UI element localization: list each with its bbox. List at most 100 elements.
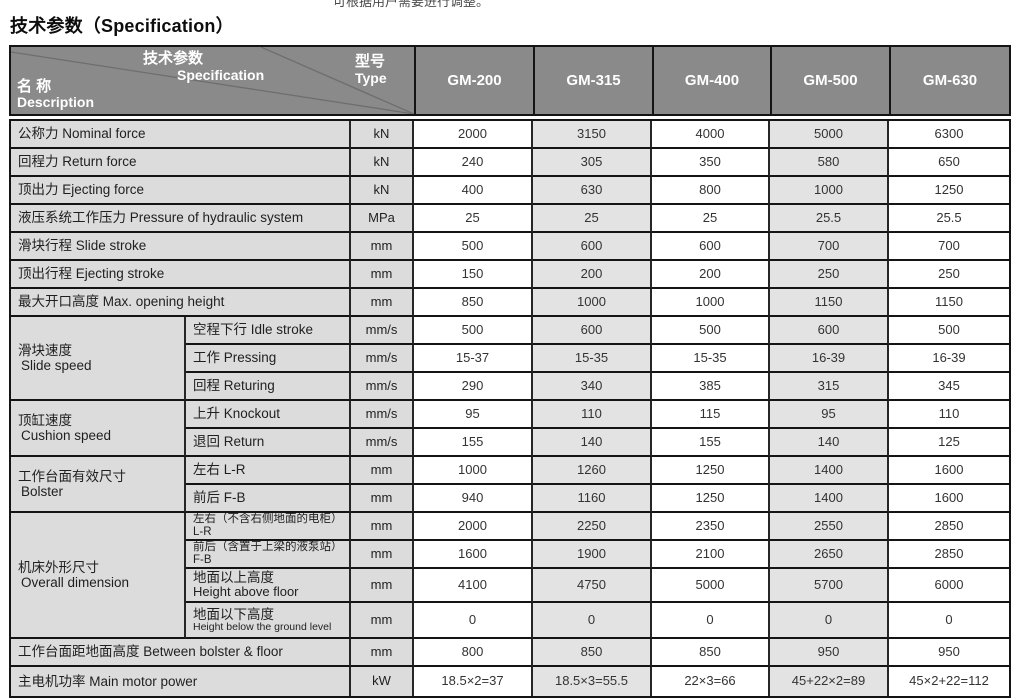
value-cell: 6300: [889, 121, 1009, 149]
row-label: 回程 Returing: [186, 373, 351, 401]
unit-cell: kN: [351, 121, 414, 149]
unit-cell: mm: [351, 569, 414, 603]
value-cell: 700: [770, 233, 889, 261]
value-cell: 18.5×2=37: [414, 667, 533, 696]
value-cell: 0: [652, 603, 770, 639]
row-label: 主电机功率 Main motor power: [11, 667, 351, 696]
unit-cell: mm: [351, 639, 414, 667]
model-header-cell: GM-400: [652, 47, 770, 114]
value-cell: 0: [414, 603, 533, 639]
unit-cell: mm: [351, 485, 414, 513]
value-cell: 500: [414, 317, 533, 345]
value-cell: 950: [889, 639, 1009, 667]
value-cell: 6000: [889, 569, 1009, 603]
row-label: 工作台面距地面高度 Between bolster & floor: [11, 639, 351, 667]
value-cell: 250: [770, 261, 889, 289]
value-cell: 850: [414, 289, 533, 317]
value-cell: 45×2+22=112: [889, 667, 1009, 696]
value-cell: 15-35: [533, 345, 652, 373]
value-cell: 125: [889, 429, 1009, 457]
value-cell: 700: [889, 233, 1009, 261]
spec-table: 技术参数 Specification 型号 Type 名 称 Descripti…: [9, 45, 1011, 698]
value-cell: 200: [533, 261, 652, 289]
value-cell: 5000: [652, 569, 770, 603]
value-cell: 2000: [414, 513, 533, 541]
value-cell: 5700: [770, 569, 889, 603]
value-cell: 385: [652, 373, 770, 401]
unit-cell: mm: [351, 261, 414, 289]
value-cell: 340: [533, 373, 652, 401]
clipped-top-text: 可根据用户需要进行调整。: [333, 0, 490, 9]
type-label-en: Type: [355, 69, 387, 86]
unit-cell: mm: [351, 457, 414, 485]
value-cell: 25.5: [889, 205, 1009, 233]
value-cell: 1260: [533, 457, 652, 485]
row-label: 空程下行 Idle stroke: [186, 317, 351, 345]
unit-cell: MPa: [351, 205, 414, 233]
group-label: 工作台面有效尺寸 Bolster: [11, 457, 186, 513]
model-header-cell: GM-630: [889, 47, 1009, 114]
value-cell: 150: [414, 261, 533, 289]
value-cell: 315: [770, 373, 889, 401]
value-cell: 2100: [652, 541, 770, 569]
value-cell: 95: [770, 401, 889, 429]
value-cell: 500: [652, 317, 770, 345]
value-cell: 600: [533, 317, 652, 345]
value-cell: 155: [414, 429, 533, 457]
value-cell: 4100: [414, 569, 533, 603]
row-label: 地面以上高度 Height above floor: [186, 569, 351, 603]
value-cell: 155: [652, 429, 770, 457]
value-cell: 110: [889, 401, 1009, 429]
value-cell: 250: [889, 261, 1009, 289]
unit-cell: mm: [351, 603, 414, 639]
value-cell: 25: [533, 205, 652, 233]
row-label: 滑块行程 Slide stroke: [11, 233, 351, 261]
value-cell: 95: [414, 401, 533, 429]
value-cell: 305: [533, 149, 652, 177]
value-cell: 290: [414, 373, 533, 401]
value-cell: 1600: [414, 541, 533, 569]
model-header-cell: GM-200: [414, 47, 533, 114]
value-cell: 940: [414, 485, 533, 513]
value-cell: 4000: [652, 121, 770, 149]
value-cell: 800: [652, 177, 770, 205]
value-cell: 2250: [533, 513, 652, 541]
value-cell: 1150: [889, 289, 1009, 317]
value-cell: 0: [889, 603, 1009, 639]
value-cell: 580: [770, 149, 889, 177]
spec-label-zh: 技术参数: [143, 50, 204, 67]
value-cell: 1150: [770, 289, 889, 317]
unit-cell: mm: [351, 541, 414, 569]
unit-cell: kN: [351, 177, 414, 205]
value-cell: 22×3=66: [652, 667, 770, 696]
value-cell: 140: [770, 429, 889, 457]
group-label: 机床外形尺寸 Overall dimension: [11, 513, 186, 639]
value-cell: 16-39: [889, 345, 1009, 373]
diagonal-divider-lines: [11, 47, 414, 114]
value-cell: 1400: [770, 485, 889, 513]
value-cell: 1000: [652, 289, 770, 317]
value-cell: 15-37: [414, 345, 533, 373]
value-cell: 650: [889, 149, 1009, 177]
value-cell: 345: [889, 373, 1009, 401]
page-title: 技术参数（Specification）: [10, 16, 234, 36]
unit-cell: mm/s: [351, 345, 414, 373]
value-cell: 18.5×3=55.5: [533, 667, 652, 696]
header-specification-label: 技术参数 Specification: [143, 50, 264, 83]
value-cell: 45+22×2=89: [770, 667, 889, 696]
value-cell: 1250: [652, 457, 770, 485]
name-label-zh: 名 称: [17, 77, 52, 95]
model-header-cell: GM-315: [533, 47, 652, 114]
value-cell: 2650: [770, 541, 889, 569]
value-cell: 1160: [533, 485, 652, 513]
type-label-zh: 型号: [355, 53, 386, 70]
value-cell: 1600: [889, 485, 1009, 513]
unit-cell: mm/s: [351, 373, 414, 401]
value-cell: 2000: [414, 121, 533, 149]
value-cell: 115: [652, 401, 770, 429]
value-cell: 630: [533, 177, 652, 205]
value-cell: 0: [770, 603, 889, 639]
group-label: 滑块速度 Slide speed: [11, 317, 186, 401]
row-label: 回程力 Return force: [11, 149, 351, 177]
